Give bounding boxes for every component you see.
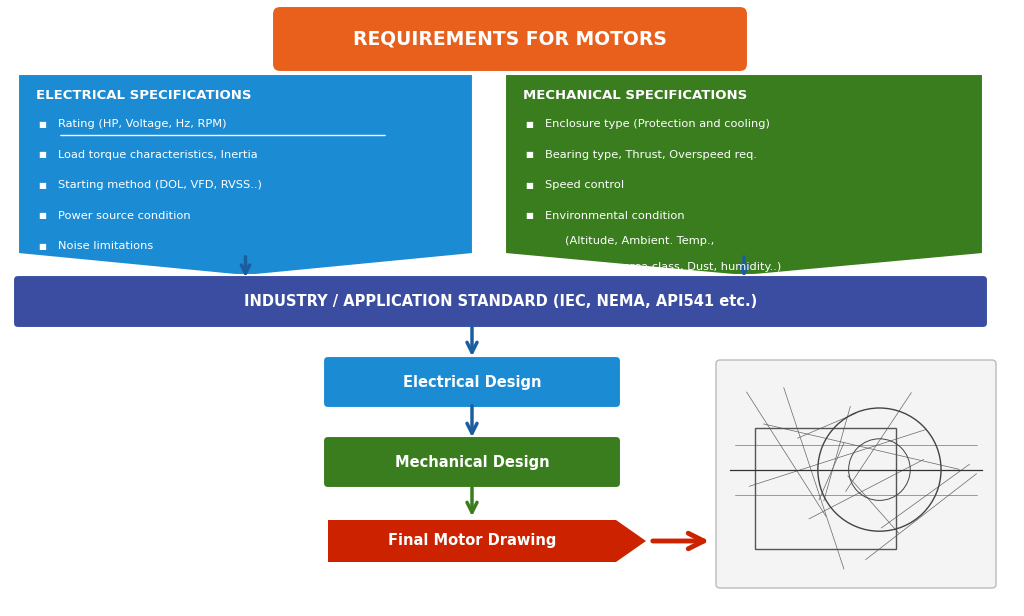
Text: Rating (HP, Voltage, Hz, RPM): Rating (HP, Voltage, Hz, RPM) [58, 119, 226, 129]
Text: ■: ■ [38, 241, 46, 251]
Text: ■: ■ [38, 150, 46, 159]
FancyBboxPatch shape [13, 275, 988, 328]
Text: ■: ■ [38, 180, 46, 190]
Polygon shape [505, 74, 983, 276]
Text: Power source condition: Power source condition [58, 211, 190, 221]
Text: REQUIREMENTS FOR MOTORS: REQUIREMENTS FOR MOTORS [353, 30, 667, 49]
Text: ■: ■ [38, 120, 46, 129]
Text: Load torque characteristics, Inertia: Load torque characteristics, Inertia [58, 150, 258, 160]
Text: Environmental condition: Environmental condition [545, 211, 685, 221]
Text: Starting method (DOL, VFD, RVSS..): Starting method (DOL, VFD, RVSS..) [58, 180, 262, 190]
Text: (Altitude, Ambient. Temp.,: (Altitude, Ambient. Temp., [565, 236, 715, 246]
Text: Enclosure type (Protection and cooling): Enclosure type (Protection and cooling) [545, 119, 770, 129]
Text: Final Motor Drawing: Final Motor Drawing [388, 533, 556, 548]
Polygon shape [328, 520, 646, 562]
Text: ELECTRICAL SPECIFICATIONS: ELECTRICAL SPECIFICATIONS [36, 89, 252, 102]
FancyBboxPatch shape [323, 356, 621, 408]
FancyBboxPatch shape [272, 6, 748, 72]
Text: Electrical Design: Electrical Design [402, 375, 542, 389]
Text: Bearing type, Thrust, Overspeed req.: Bearing type, Thrust, Overspeed req. [545, 150, 757, 160]
Text: Explosive area class, Dust, humidity..): Explosive area class, Dust, humidity..) [565, 262, 781, 272]
FancyBboxPatch shape [716, 360, 996, 588]
Text: ■: ■ [38, 211, 46, 220]
Text: ■: ■ [525, 180, 532, 190]
Text: Mechanical Design: Mechanical Design [394, 455, 549, 469]
Polygon shape [18, 74, 473, 276]
Text: Noise limitations: Noise limitations [58, 241, 154, 251]
Text: INDUSTRY / APPLICATION STANDARD (IEC, NEMA, API541 etc.): INDUSTRY / APPLICATION STANDARD (IEC, NE… [244, 294, 757, 309]
Text: Speed control: Speed control [545, 180, 624, 190]
Text: ■: ■ [525, 211, 532, 220]
Text: ■: ■ [525, 150, 532, 159]
FancyBboxPatch shape [323, 436, 621, 488]
Text: ■: ■ [525, 120, 532, 129]
Text: MECHANICAL SPECIFICATIONS: MECHANICAL SPECIFICATIONS [523, 89, 748, 102]
